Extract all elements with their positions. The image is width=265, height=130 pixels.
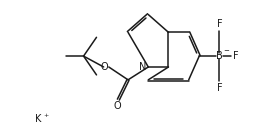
Text: N: N [139, 62, 147, 72]
Text: K: K [35, 114, 41, 124]
Text: F: F [217, 20, 222, 30]
Text: O: O [113, 101, 121, 111]
Text: −: − [223, 48, 229, 54]
Text: F: F [233, 51, 238, 61]
Text: B: B [216, 51, 223, 61]
Text: F: F [217, 83, 222, 93]
Text: +: + [43, 113, 48, 118]
Text: O: O [100, 62, 108, 72]
